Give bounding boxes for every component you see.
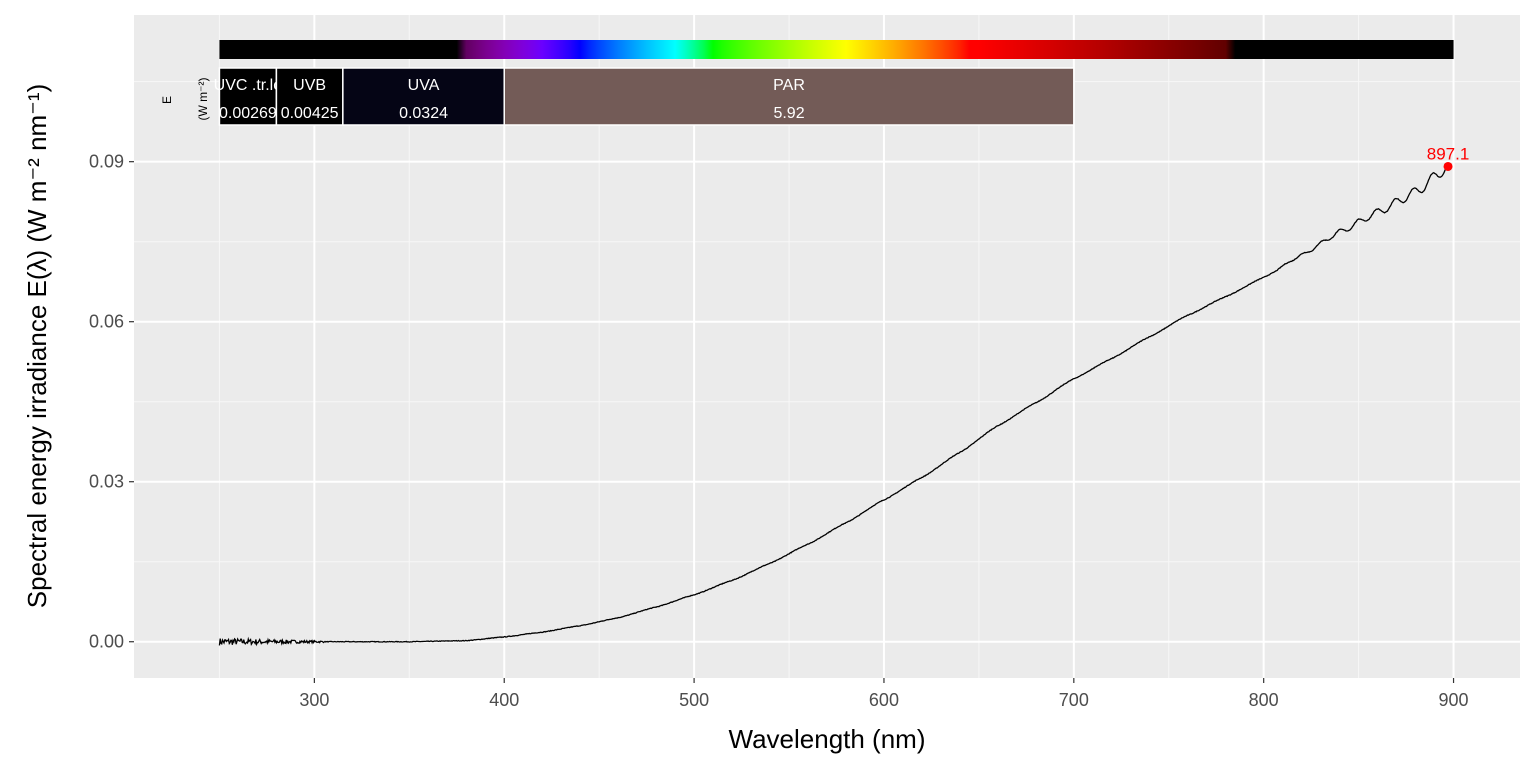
y-tick-label: 0.09 — [89, 152, 124, 172]
band-value: 0.0324 — [399, 105, 448, 122]
band-box — [503, 67, 1075, 126]
band-box — [275, 67, 344, 126]
x-tick-label: 300 — [299, 690, 329, 710]
summary-unit-label: (W m⁻²) — [196, 78, 210, 121]
y-axis-title: Spectral energy irradiance E(λ) (W m⁻² n… — [22, 84, 52, 608]
series-line — [218, 163, 1449, 647]
x-tick-label: 500 — [679, 690, 709, 710]
y-tick-label: 0.03 — [89, 472, 124, 492]
band-value: 0.00269 — [219, 105, 277, 122]
spectrum-color-bar — [219, 40, 1454, 59]
x-axis-title: Wavelength (nm) — [729, 724, 926, 754]
band-box — [218, 67, 278, 126]
band-name: PAR — [773, 77, 805, 94]
x-tick-label: 900 — [1439, 690, 1469, 710]
axis-tick-labels: 300 400 500 600 700 800 900 0.00 0.03 0.06 0.09 — [89, 152, 1469, 710]
y-tick-label: 0.00 — [89, 632, 124, 652]
peak-point — [1443, 161, 1453, 171]
summary-quantity-label: E — [160, 96, 174, 104]
x-tick-label: 800 — [1249, 690, 1279, 710]
band-summary-boxes: E (W m⁻²) UVC .tr.lo 0.00269 UVB 0.00425 UVA 0.… — [160, 40, 1454, 126]
axis-ticks — [129, 161, 1455, 683]
x-tick-label: 600 — [869, 690, 899, 710]
peak-label: 897.1 — [1427, 144, 1470, 163]
y-tick-label: 0.06 — [89, 312, 124, 332]
band-name: UVB — [293, 77, 326, 94]
band-name: UVA — [408, 77, 440, 94]
x-tick-label: 400 — [489, 690, 519, 710]
band-value: 0.00425 — [281, 105, 339, 122]
band-value: 5.92 — [773, 105, 804, 122]
x-tick-label: 700 — [1059, 690, 1089, 710]
band-name: UVC .tr.lo — [214, 77, 283, 94]
